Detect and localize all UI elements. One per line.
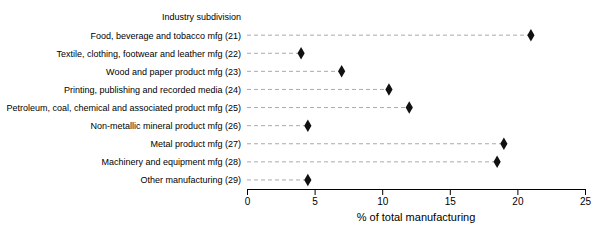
- y-tick: Other manufacturing (29): [140, 175, 241, 185]
- stem: [247, 179, 308, 180]
- stem: [247, 89, 389, 90]
- y-tick-label: Machinery and equipment mfg (28): [101, 157, 241, 167]
- stem: [247, 35, 531, 36]
- stem: [247, 143, 504, 144]
- y-tick-label: Metal product mfg (27): [150, 139, 241, 149]
- stem: [247, 53, 301, 54]
- x-tick-mark: [450, 189, 451, 195]
- y-tick-label: Printing, publishing and recorded media …: [64, 85, 241, 95]
- x-tick-label: 20: [512, 196, 524, 207]
- x-tick: 25: [580, 189, 592, 207]
- y-tick-label: Petroleum, coal, chemical and associated…: [6, 103, 241, 113]
- x-tick-label: 0: [245, 196, 251, 207]
- x-tick: 20: [512, 189, 524, 207]
- x-tick-label: 15: [445, 196, 457, 207]
- x-tick-mark: [315, 189, 316, 195]
- marker: [304, 174, 311, 186]
- stem: [247, 107, 409, 108]
- stem: [247, 125, 308, 126]
- x-tick-mark: [382, 189, 383, 195]
- y-tick: Printing, publishing and recorded media …: [64, 85, 241, 95]
- y-tick: Machinery and equipment mfg (28): [101, 157, 241, 167]
- plot: 0 5 10 15 20 25 % of total manufacturing Indust…: [6, 12, 591, 223]
- x-tick-mark: [517, 189, 518, 195]
- y-tick: Textile, clothing, footwear and leather …: [56, 49, 241, 59]
- x-tick-label: 5: [312, 196, 318, 207]
- marker: [500, 138, 507, 150]
- stem: [247, 161, 497, 162]
- y-tick-label: Industry subdivision: [162, 12, 241, 22]
- y-tick: Wood and paper product mfg (23): [106, 67, 241, 77]
- x-axis-line: [248, 190, 586, 196]
- marker: [494, 156, 501, 168]
- marker: [297, 47, 304, 59]
- x-axis-title: % of total manufacturing: [357, 211, 476, 223]
- y-tick-label: Wood and paper product mfg (23): [106, 67, 241, 77]
- marker: [527, 29, 534, 41]
- marks: [247, 29, 535, 186]
- chart: 0 5 10 15 20 25 % of total manufacturing Indust…: [0, 0, 601, 227]
- x-tick: 5: [312, 189, 318, 207]
- y-tick: Food, beverage and tobacco mfg (21): [90, 31, 241, 41]
- x-tick-label: 25: [580, 196, 592, 207]
- marker: [406, 101, 413, 113]
- y-tick-label: Non-metallic mineral product mfg (26): [90, 121, 241, 131]
- x-tick-mark: [585, 189, 586, 195]
- x-axis: 0 5 10 15 20 25: [245, 189, 592, 207]
- y-tick-label: Other manufacturing (29): [140, 175, 241, 185]
- y-tick: Metal product mfg (27): [150, 139, 241, 149]
- x-tick: 15: [445, 189, 457, 207]
- y-tick: Petroleum, coal, chemical and associated…: [6, 103, 241, 113]
- stem: [247, 71, 342, 72]
- x-tick-label: 10: [377, 196, 389, 207]
- y-tick: Non-metallic mineral product mfg (26): [90, 121, 241, 131]
- marker: [304, 119, 311, 131]
- marker: [385, 83, 392, 95]
- x-tick-mark: [247, 189, 248, 195]
- y-tick-label: Food, beverage and tobacco mfg (21): [90, 31, 241, 41]
- y-tick: Industry subdivision: [162, 12, 241, 22]
- y-tick-label: Textile, clothing, footwear and leather …: [56, 49, 241, 59]
- y-axis: Industry subdivision Food, beverage and t…: [6, 12, 241, 185]
- x-tick: 10: [377, 189, 389, 207]
- marker: [338, 65, 345, 77]
- x-tick: 0: [245, 189, 251, 207]
